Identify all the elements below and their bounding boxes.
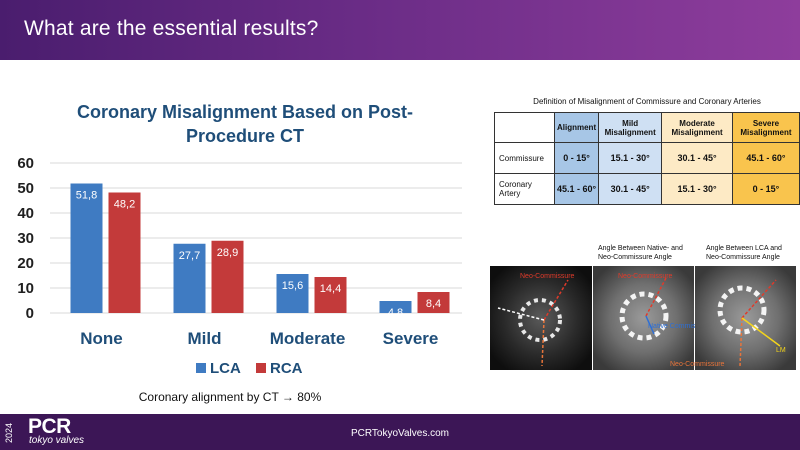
table-cell: 45.1 - 60° [731, 142, 800, 174]
legend-label: LCA [210, 360, 241, 377]
slide-title: What are the essential results? [24, 17, 319, 40]
misalignment-definition-table: Alignment Mild Misalignment Moderate Mis… [494, 112, 800, 205]
y-tick-label: 50 [17, 180, 34, 197]
data-label: 4,8 [388, 307, 403, 319]
neo-commissure-label: Neo-Commissure [520, 273, 575, 280]
x-tick-label: Moderate [270, 329, 346, 348]
chart-title: Coronary Misalignment Based on Post- Pro… [60, 100, 430, 148]
data-label: 51,8 [76, 190, 97, 202]
table-header-moderate: Moderate Misalignment [661, 112, 733, 143]
y-tick-label: 0 [26, 305, 34, 322]
table-cell: 30.1 - 45° [661, 142, 733, 174]
ct-panel-middle: Neo-Commissure Native Commissure [593, 266, 709, 370]
table-row: Coronary Artery 45.1 - 60° 30.1 - 45° 15… [494, 173, 800, 205]
table-row-label: Commissure [494, 142, 555, 174]
data-label: 27,7 [179, 250, 200, 262]
data-label: 48,2 [114, 199, 135, 211]
y-tick-label: 20 [17, 255, 34, 272]
x-tick-label: None [80, 329, 123, 348]
neo-commissure-label: Neo-Commissure [618, 273, 673, 280]
x-tick-label: Severe [383, 329, 439, 348]
y-tick-label: 10 [17, 280, 34, 297]
ct-caption-middle: Angle Between Native- and Neo-Commissure… [598, 245, 683, 261]
pcr-logo: PCR [28, 415, 71, 438]
bar-lca [70, 183, 103, 313]
native-commissure-label: Native Commissure [648, 323, 709, 330]
chart-title-line-2: Procedure CT [185, 126, 305, 146]
y-tick-label: 40 [17, 205, 34, 222]
bar-rca [417, 292, 450, 313]
table-cell: 0 - 15° [553, 142, 600, 174]
bar-chart: 0 10 20 30 40 50 60 None 51,8 48,2 Mild 27,7 28,9 Mod… [17, 155, 462, 377]
ct-panel-right: Neo-Commissure LM [670, 266, 796, 370]
chart-caption: Coronary alignment by CT → 80% [138, 390, 322, 404]
header-bar [0, 0, 800, 60]
data-label: 28,9 [217, 247, 238, 259]
table-header-mild: Mild Misalignment [598, 112, 663, 143]
neo-commissure-label: Neo-Commissure [670, 361, 725, 368]
footer-bar [0, 414, 800, 450]
y-tick-label: 30 [17, 230, 34, 247]
y-tick-label: 60 [17, 155, 34, 172]
legend-label: RCA [270, 360, 303, 377]
table-header-alignment: Alignment [553, 112, 600, 143]
data-label: 14,4 [320, 283, 341, 295]
table-cell: 15.1 - 30° [661, 173, 733, 205]
chart-title-line-1: Coronary Misalignment Based on Post- [76, 102, 414, 122]
table-header-empty [494, 112, 555, 143]
table-cell: 30.1 - 45° [598, 173, 663, 205]
data-label: 8,4 [426, 298, 441, 310]
table-row-label: Coronary Artery [494, 173, 555, 205]
table-title: Definition of Misalignment of Commissure… [533, 97, 761, 106]
x-tick-label: Mild [188, 329, 222, 348]
bar-rca [211, 240, 244, 313]
lm-label: LM [776, 347, 786, 354]
table-cell: 0 - 15° [731, 173, 800, 205]
table-cell: 45.1 - 60° [553, 173, 600, 205]
ct-panel-left: Neo-Commissure [490, 266, 592, 370]
legend-swatch [196, 363, 206, 373]
legend-swatch [256, 363, 266, 373]
table-cell: 15.1 - 30° [598, 142, 663, 174]
footer-url[interactable]: PCRTokyoValves.com [351, 428, 449, 439]
table-row: Commissure 0 - 15° 15.1 - 30° 30.1 - 45°… [494, 142, 800, 174]
bar-rca [108, 192, 141, 313]
ct-images: Neo-Commissure Neo-Commissure Native Com… [490, 266, 796, 370]
pcr-logo-subtitle: tokyo valves [29, 435, 85, 446]
bar-lca [173, 243, 206, 313]
ct-caption-right: Angle Between LCA and Neo-Commissure Ang… [706, 245, 782, 261]
table-header-row: Alignment Mild Misalignment Moderate Mis… [494, 112, 800, 143]
bar-rca [314, 277, 347, 313]
bar-lca [276, 274, 309, 313]
bar-lca [379, 301, 412, 313]
table-header-severe: Severe Misalignment [731, 112, 800, 143]
data-label: 15,6 [282, 280, 303, 292]
